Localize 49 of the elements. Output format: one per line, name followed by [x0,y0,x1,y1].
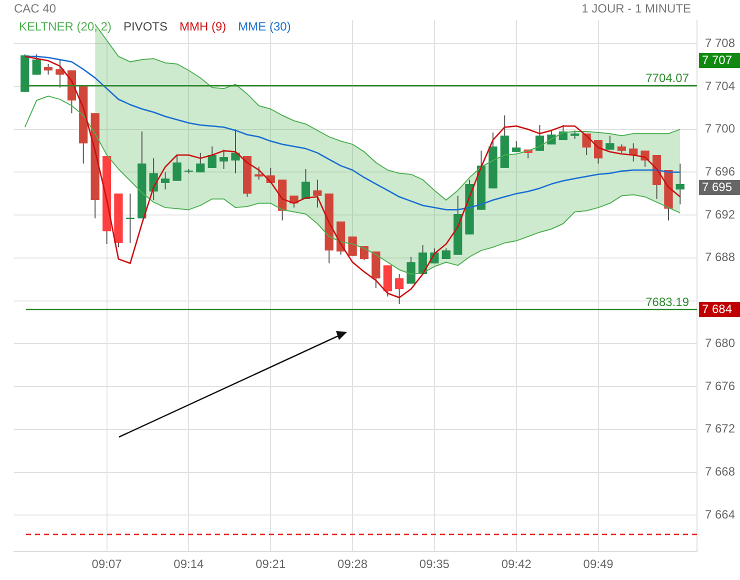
candlestick [313,179,322,208]
candlestick [196,152,205,173]
candlestick [231,128,240,174]
y-tick-label: 7 668 [705,464,736,479]
y-tick-label: 7 704 [705,78,736,93]
x-tick-label: 09:07 [92,557,122,572]
candlestick [676,163,684,205]
y-tick-label: 7 692 [705,207,736,222]
y-tick-label: 7 688 [705,250,736,264]
chart-subtitle: 1 JOUR - 1 MINUTE [582,1,691,16]
chart-title: CAC 40 [14,1,56,16]
y-tick-label: 7 676 [705,378,736,393]
candlestick [56,59,64,88]
candlestick [149,158,158,201]
x-tick-label: 09:49 [583,557,614,572]
candlestick [406,256,416,284]
text: MME (30) [238,19,291,34]
series-label: KELTNER (20, 2) [19,19,112,34]
annotation: PIVOTS [123,19,168,34]
candlestick [606,135,614,150]
candlestick [44,63,52,76]
text: MMH (9) [179,19,226,34]
ref-line-label: 7683.19 [646,294,690,309]
candlestick [629,142,638,162]
candlestick [558,124,568,141]
x-tick-label: 09:42 [501,557,532,572]
text: 7 684 [702,302,732,316]
candlestick [418,244,427,275]
candlestick [208,146,216,168]
candlestick [32,54,41,76]
text: 7 695 [702,180,732,194]
candlestick [172,154,182,182]
x-tick-label: 09:28 [338,557,368,572]
candlestick [161,172,170,190]
y-tick-label: 7 708 [705,36,736,50]
y-tick-label: 7 672 [705,422,736,436]
x-tick-label: 09:35 [419,557,450,572]
ref-line-label: 7704.07 [646,71,690,86]
y-tick-label: 7 700 [705,122,736,136]
candlestick [220,149,228,170]
candlestick [254,166,264,180]
candlestick [302,168,310,200]
y-tick-label: 7 696 [705,164,736,179]
text: 7 707 [702,52,732,67]
x-tick-label: 09:21 [256,557,286,572]
y-tick-label: 7 680 [705,336,736,350]
candlestick [395,274,404,305]
y-tick-label: 7 664 [705,507,736,522]
x-tick-label: 09:14 [174,557,204,572]
